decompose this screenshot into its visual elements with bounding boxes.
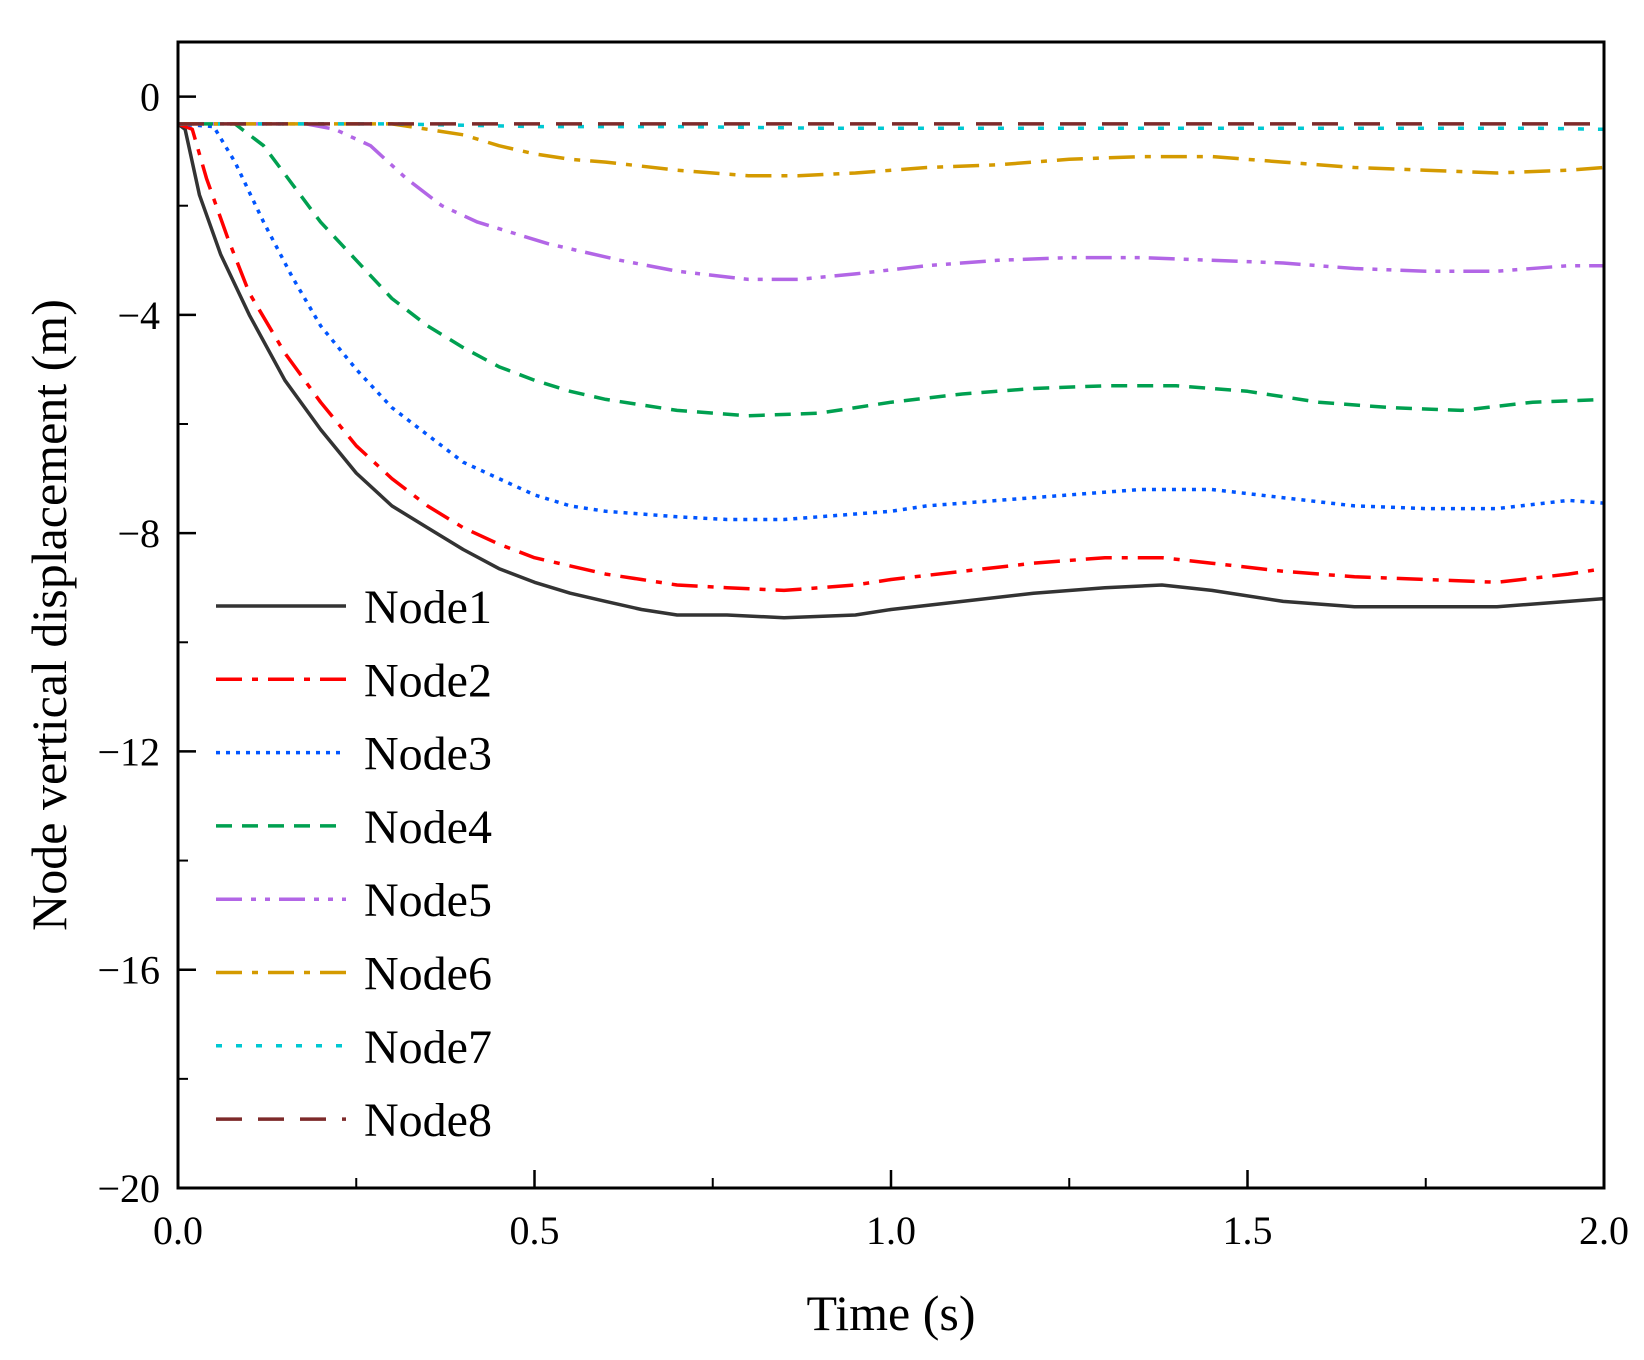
x-tick-label: 0.5 (510, 1208, 560, 1253)
ticks-layer: 0.0 0.5 1.0 1.5 2.0 0 −4 −8 −12 −16 −20 (97, 75, 1629, 1253)
series-line-node7 (178, 122, 1605, 132)
series-layer (176, 122, 1605, 620)
legend-label-node7: Node7 (364, 1021, 492, 1074)
series-line-node5 (178, 122, 1604, 282)
series-line-node2 (177, 122, 1605, 593)
y-tick-label: −16 (97, 948, 160, 993)
x-tick-label: 1.0 (866, 1208, 916, 1253)
x-tick-label: 0.0 (153, 1208, 203, 1253)
y-axis-title: Node vertical displacement (m) (21, 299, 77, 931)
legend-label-node4: Node4 (364, 801, 492, 854)
x-axis-title: Time (s) (806, 1285, 975, 1341)
x-tick-label: 1.5 (1223, 1208, 1273, 1253)
legend: Node1 Node2 Node3 Node4 Node5 Node6 Node7 Node8 (216, 581, 492, 1147)
y-tick-label: −12 (97, 729, 160, 774)
y-tick-label: −20 (97, 1166, 160, 1211)
y-tick-label: −8 (117, 511, 160, 556)
legend-label-node6: Node6 (364, 948, 492, 1001)
y-tick-label: −4 (117, 293, 160, 338)
series-line-node4 (178, 122, 1605, 418)
legend-label-node1: Node1 (364, 581, 492, 634)
series-line-node3 (177, 122, 1605, 522)
series-line-node6 (178, 122, 1605, 178)
legend-label-node5: Node5 (364, 874, 492, 927)
series-line-node1 (176, 122, 1605, 620)
legend-label-node2: Node2 (364, 654, 492, 707)
y-tick-label: 0 (140, 75, 160, 120)
legend-label-node3: Node3 (364, 728, 492, 781)
legend-label-node8: Node8 (364, 1094, 492, 1147)
x-tick-label: 2.0 (1579, 1208, 1629, 1253)
